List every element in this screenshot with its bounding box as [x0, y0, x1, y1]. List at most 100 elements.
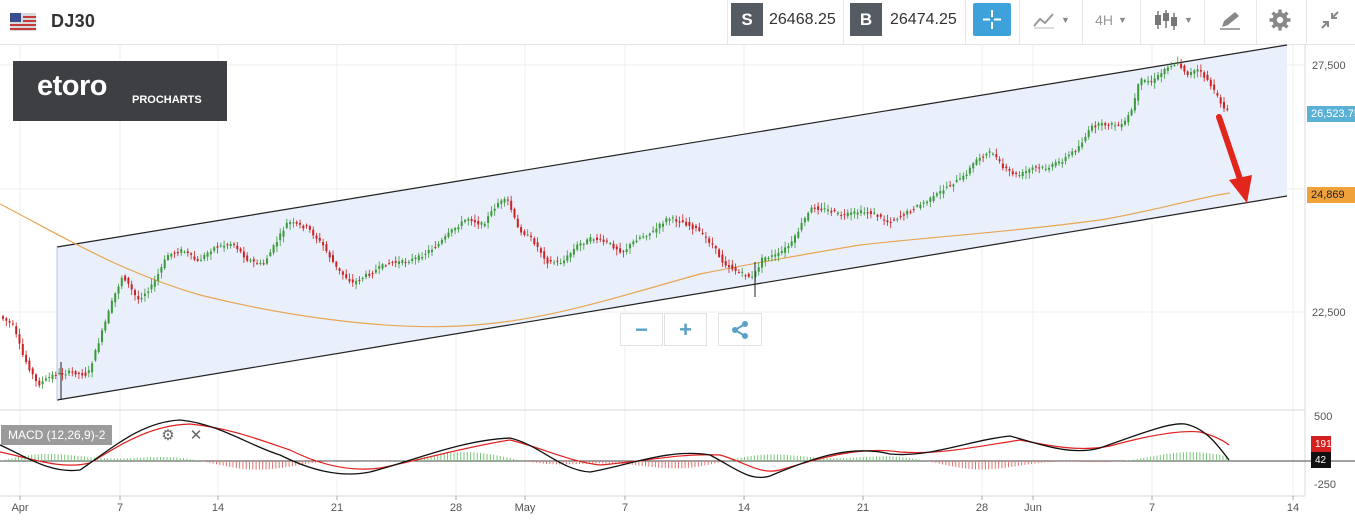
line-chart-icon	[1033, 13, 1055, 29]
divider	[1204, 0, 1205, 44]
candle-body	[252, 259, 255, 262]
candle-body	[91, 363, 94, 373]
candle-body	[282, 230, 285, 237]
draw-button[interactable]	[1212, 4, 1248, 36]
settings-button[interactable]	[1263, 4, 1297, 36]
crosshair-icon	[983, 10, 1001, 29]
candle-body	[447, 232, 450, 237]
candle-body	[173, 252, 176, 254]
candle-body	[1170, 65, 1173, 67]
gear-icon	[1269, 9, 1291, 31]
candle-body	[289, 222, 292, 225]
zoom-out-button[interactable]: −	[620, 313, 663, 346]
candle-body	[1166, 67, 1169, 71]
candle-body	[605, 240, 608, 242]
price-tick-label: 22,500	[1312, 307, 1346, 319]
candle-body	[259, 262, 262, 264]
candle-body	[1051, 163, 1054, 167]
candle-body	[137, 296, 140, 300]
candle-body	[444, 236, 447, 240]
chevron-down-icon: ▼	[1061, 15, 1070, 25]
macd-indicator-label[interactable]: MACD (12,26,9)-2	[1, 425, 113, 445]
candle-body	[31, 368, 34, 375]
candle-body	[411, 258, 414, 261]
candle-body	[421, 257, 424, 259]
candle-body	[1031, 167, 1034, 170]
candle-body	[381, 264, 384, 269]
candle-body	[955, 179, 958, 182]
time-tick-label: 7	[117, 502, 123, 514]
chart-type-button[interactable]: ▼	[1148, 4, 1198, 36]
candle-body	[143, 293, 146, 297]
candle-body	[54, 374, 57, 376]
share-icon	[732, 320, 748, 339]
candle-body	[1157, 75, 1159, 80]
time-tick-label: May	[515, 502, 536, 514]
candle-body	[1223, 101, 1225, 109]
fullscreen-button[interactable]	[1314, 4, 1346, 36]
sell-price[interactable]: 26468.25	[769, 10, 836, 28]
candle-body	[500, 200, 503, 204]
candle-body	[1173, 64, 1176, 66]
candle-body	[18, 334, 21, 344]
share-button[interactable]	[718, 313, 762, 346]
candle-body	[916, 205, 919, 207]
candle-body	[629, 244, 631, 249]
candle-body	[51, 374, 54, 379]
candle-body	[1025, 171, 1027, 174]
indicators-button[interactable]: ▼	[1026, 4, 1076, 36]
candle-body	[668, 218, 671, 221]
candle-body	[140, 297, 143, 300]
candle-body	[1041, 166, 1044, 168]
sell-badge[interactable]: S	[731, 3, 763, 36]
candle-body	[279, 233, 282, 241]
candle-body	[398, 261, 400, 265]
candle-body	[305, 225, 308, 227]
candle-body	[869, 211, 872, 215]
candle-body	[695, 225, 697, 228]
time-tick-label: 14	[738, 502, 750, 514]
macd-settings-button[interactable]: ⚙	[158, 425, 178, 445]
candle-body	[378, 266, 381, 269]
macd-close-button[interactable]: ✕	[186, 425, 206, 445]
crosshair-button[interactable]	[973, 3, 1011, 36]
candle-body	[97, 343, 100, 353]
candle-body	[77, 372, 80, 374]
candle-body	[407, 261, 410, 263]
zoom-in-button[interactable]: +	[664, 313, 707, 346]
candle-body	[269, 252, 272, 257]
candle-body	[803, 218, 806, 223]
candle-body	[833, 209, 836, 212]
candle-body	[850, 212, 853, 215]
candle-body	[107, 310, 110, 324]
candle-body	[863, 212, 866, 214]
candle-body	[912, 209, 915, 211]
candle-body	[1044, 168, 1047, 170]
candle-body	[332, 255, 334, 262]
candle-body	[41, 381, 44, 385]
candle-body	[602, 239, 605, 242]
macd-signal-line	[0, 423, 1230, 472]
candle-body	[1038, 167, 1041, 169]
candle-body	[1219, 97, 1222, 104]
candle-body	[599, 238, 602, 240]
candle-body	[104, 321, 107, 331]
instrument-symbol: DJ30	[51, 11, 96, 31]
candle-body	[81, 373, 84, 376]
candle-body	[1117, 124, 1120, 126]
candle-body	[566, 255, 569, 261]
candle-body	[1130, 109, 1133, 116]
buy-badge[interactable]: B	[850, 3, 882, 36]
buy-price[interactable]: 26474.25	[890, 10, 957, 28]
candle-body	[988, 151, 991, 153]
etoro-procharts-logo: etoro PROCHARTS	[13, 61, 227, 121]
candle-body	[1107, 124, 1110, 126]
candle-body	[11, 323, 14, 325]
candle-body	[114, 293, 117, 303]
timeframe-button[interactable]: 4H ▼	[1089, 4, 1133, 36]
candle-body	[728, 265, 730, 268]
candle-body	[530, 235, 532, 238]
candle-body	[787, 245, 790, 249]
candle-body	[299, 223, 301, 225]
candle-body	[886, 220, 889, 223]
